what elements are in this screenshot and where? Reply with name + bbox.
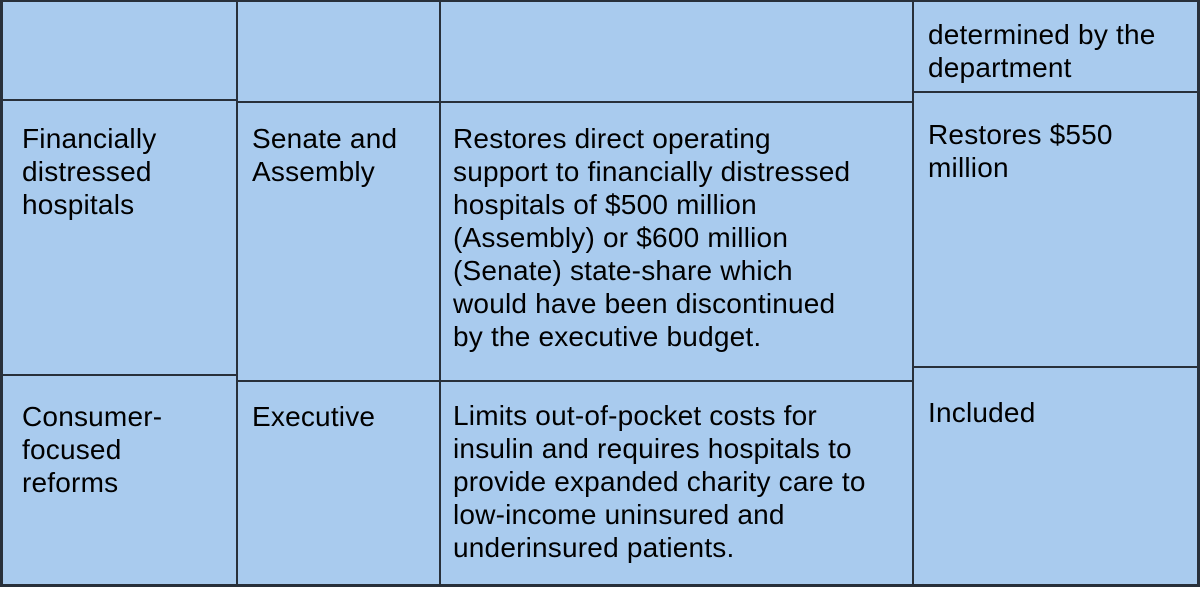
table-cell: Restores $550 million — [928, 119, 1113, 183]
row-divider — [236, 101, 914, 103]
row-divider — [236, 380, 914, 382]
table-border-top — [0, 0, 1200, 2]
table-cell: Included — [928, 397, 1036, 428]
table-border-right — [1197, 0, 1200, 587]
table-cell: Limits out-of-pocket costs for insulin a… — [453, 400, 866, 563]
table-cell: Senate and Assembly — [252, 123, 398, 187]
table-cell: Restores direct operating support to fin… — [453, 123, 851, 352]
column-divider — [439, 0, 441, 587]
table-cell: Executive — [252, 401, 376, 432]
row-divider — [0, 374, 238, 376]
table-border-bottom — [0, 584, 1200, 587]
table-cell: Consumer- focused reforms — [22, 401, 163, 498]
row-divider — [0, 99, 238, 101]
column-divider — [236, 0, 238, 587]
row-divider — [912, 91, 1200, 93]
table-border-left — [0, 0, 3, 587]
table-cell: Financially distressed hospitals — [22, 123, 157, 220]
row-divider — [912, 366, 1200, 368]
column-divider — [912, 0, 914, 587]
table-cell: determined by the department — [928, 19, 1156, 83]
